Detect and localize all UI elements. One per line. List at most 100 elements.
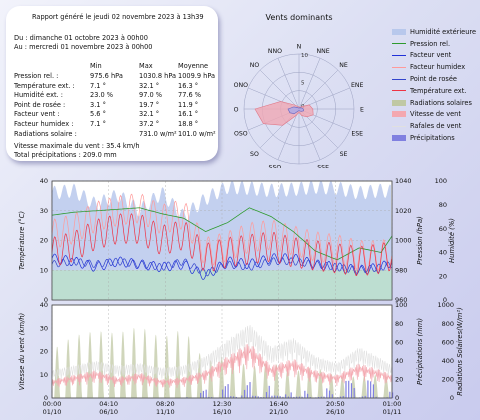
legend-item: Point de rosée [392, 73, 476, 85]
col-min: Min [90, 62, 102, 70]
rain-bar [243, 389, 246, 398]
period-start: Du : dimanche 01 octobre 2023 à 00h00 [14, 34, 148, 42]
legend: Humidité extérieure Pression rel. Facteur … [392, 26, 476, 144]
ylabel-humidity: Humidité (%) [448, 218, 456, 263]
tick-pressure: 1040 [395, 177, 412, 185]
legend-item: Précipitations [392, 132, 476, 144]
tick-time: 08:20 [156, 400, 175, 408]
stat-min: 975.6 hPa [90, 72, 123, 80]
rain-bar [307, 393, 309, 398]
rain-bar [200, 392, 202, 398]
rain-bar [260, 397, 262, 398]
tick-time: 16:40 [269, 400, 288, 408]
rain-total: Total précipitations : 209.0 mm [14, 151, 117, 159]
legend-label: Vitesse de vent [410, 110, 461, 119]
ylabel-temperature: Température (°C) [18, 211, 26, 270]
tick-rain: 60 [395, 338, 403, 346]
rain-bar [276, 395, 279, 398]
tick-pressure: 1000 [395, 237, 412, 245]
rain-bar [246, 385, 248, 398]
tick-time: 12:30 [213, 400, 232, 408]
tick-pressure: 960 [395, 296, 407, 304]
stat-label: Point de rosée : [14, 100, 66, 109]
report-panel: Rapport généré le jeudi 02 novembre 2023… [6, 6, 218, 161]
legend-swatch [392, 28, 406, 35]
rain-bar [328, 390, 331, 398]
rain-bar [367, 380, 369, 398]
ylabel-wind: Vitesse du vent (km/h) [18, 313, 26, 390]
stat-label: Pression rel. : [14, 72, 59, 80]
rain-bar [257, 396, 259, 398]
rain-bar [252, 395, 254, 398]
radar-series-0 [254, 101, 314, 126]
radar-spoke [277, 108, 300, 160]
tick-solar: 600 [442, 338, 454, 346]
wind-rose-chart: Vents dominantsNNNENEENEEESESESSESSSOSOO… [234, 13, 364, 168]
rain-bar [235, 396, 237, 398]
rain-bar [287, 396, 290, 398]
radar-ring-label: 5 [301, 81, 305, 87]
tick-wind: 0 [44, 394, 48, 402]
rain-bar [202, 390, 205, 398]
legend-label: Radiations solaires [410, 98, 472, 107]
legend-swatch [392, 111, 406, 118]
tick-humidity: 80 [439, 201, 447, 209]
tick-humidity: 40 [439, 249, 447, 257]
radar-dir-label: ENE [351, 82, 364, 89]
panel-0-border [51, 180, 393, 301]
stat-avg: 16.3 ° [178, 81, 199, 90]
legend-label: Facteur humidex [410, 63, 466, 72]
series-dewpoint [51, 257, 392, 277]
radar-dir-label: ESE [351, 130, 363, 137]
ylabel-solar: Radiations Solaires(W/m²) [456, 307, 464, 396]
tick-rain: 100 [395, 301, 407, 309]
tick-temp: 0 [44, 296, 48, 304]
stat-min: 7.1 ° [90, 81, 106, 90]
legend-swatch [392, 43, 406, 45]
rain-bar [232, 396, 235, 398]
stat-avg: 1009.9 hPa [178, 72, 216, 80]
legend-swatch [392, 54, 406, 56]
tick-date: 06/10 [99, 408, 118, 416]
legend-label: Température ext. [410, 86, 467, 95]
rain-bar [298, 396, 300, 398]
stat-max: 37.2 ° [139, 120, 160, 128]
wind-max: Vitesse maximale du vent : 35.4 km/h [14, 142, 140, 150]
series-solar [52, 327, 392, 398]
rain-bar [389, 391, 391, 398]
stat-max: 1030.8 hPa [139, 72, 177, 80]
tick-solar: 800 [442, 320, 454, 328]
rain-bar [268, 385, 270, 398]
legend-item: Facteur vent [392, 50, 476, 62]
radar-dir-label: OSO [234, 130, 248, 137]
radar-dir-label: E [360, 106, 364, 113]
rain-bar [309, 397, 311, 398]
rain-bar [271, 395, 273, 398]
rain-bar [296, 396, 298, 398]
stat-max: 19.7 ° [139, 100, 160, 109]
tick-date: 01/10 [43, 408, 62, 416]
rain-bar [364, 395, 366, 398]
rain-bar [249, 382, 251, 398]
rain-bar [224, 386, 226, 398]
rain-bar [350, 383, 353, 398]
radar-dir-label: SSE [317, 165, 329, 168]
stat-max: 32.1 ° [139, 110, 160, 119]
legend-item: Facteur humidex [392, 61, 476, 73]
legend-item: Température ext. [392, 85, 476, 97]
legend-item: Pression rel. [392, 38, 476, 50]
rain-bar [274, 395, 276, 398]
rain-bar [241, 395, 243, 398]
radar-spoke [298, 108, 321, 160]
stat-label: Radiations solaire : [14, 129, 77, 138]
legend-swatch [392, 66, 406, 68]
stat-min: 23.0 % [90, 91, 114, 100]
rain-bar [337, 397, 339, 398]
series-humidex [51, 193, 392, 271]
rain-bar [211, 397, 213, 398]
rain-bar [392, 392, 394, 398]
rain-bar [345, 380, 347, 398]
radar-dir-label: ONO [234, 82, 248, 89]
panel-1-border [51, 304, 393, 399]
stat-avg: 18.8 ° [178, 120, 199, 128]
